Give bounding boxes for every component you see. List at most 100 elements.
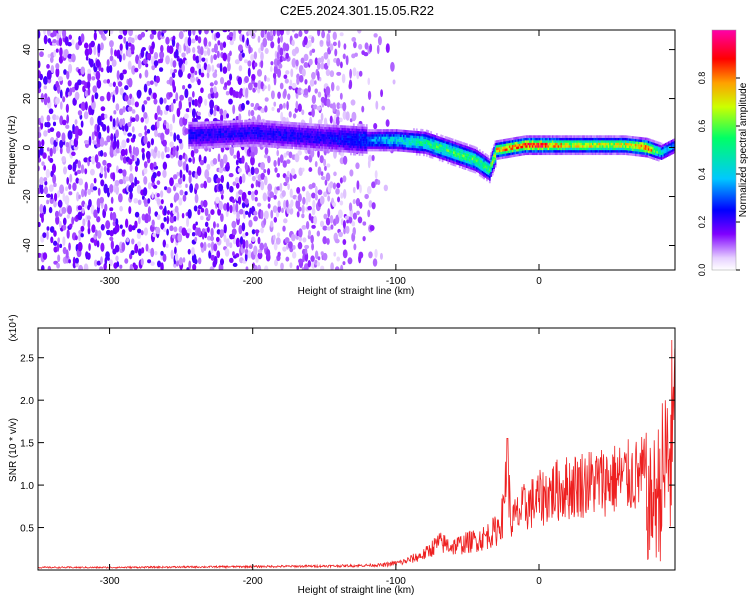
spectrum-cell — [277, 135, 279, 139]
spectrum-cell — [337, 127, 339, 131]
spectrum-cell — [226, 127, 229, 131]
spectrum-cell — [303, 30, 309, 35]
spectrum-cell — [393, 136, 395, 140]
spectrum-cell — [488, 175, 491, 179]
spectrum-cell — [178, 138, 183, 144]
spectrum-cell — [316, 105, 322, 111]
spectrum-cell — [258, 134, 261, 138]
spectrum-cell — [404, 129, 407, 133]
spectrum-cell — [217, 208, 222, 216]
spectrum-cell — [477, 153, 480, 156]
spectrum-cell — [351, 150, 354, 153]
spectrum-cell — [232, 134, 235, 138]
spectrum-cell — [287, 183, 290, 191]
spectrum-cell — [233, 30, 236, 39]
spectrum-cell — [38, 30, 41, 39]
spectrum-cell — [302, 139, 305, 143]
spectrum-cell — [434, 139, 437, 143]
spectrum-cell — [447, 144, 450, 147]
spectrum-cell — [200, 72, 205, 78]
spectrum-cell — [447, 159, 450, 162]
spectrum-cell — [195, 138, 198, 142]
spectrum-cell — [627, 150, 630, 153]
spectrum-cell — [69, 223, 73, 228]
spectrum-cell — [197, 209, 201, 216]
spectrum-cell — [152, 92, 157, 100]
spectrum-cell — [224, 125, 226, 129]
spectrum-cell — [340, 139, 342, 143]
spectrum-cell — [214, 135, 216, 139]
spectrum-cell — [319, 143, 322, 147]
spectrum-cell — [616, 145, 619, 148]
spectrum-cell — [498, 151, 501, 155]
spectrum-cell — [295, 122, 298, 125]
spectrum-cell — [345, 150, 348, 153]
spectrum-cell — [208, 121, 211, 124]
spectrum-cell — [311, 192, 316, 199]
spectrum-cell — [468, 151, 471, 155]
spectrum-cell — [301, 134, 304, 138]
spectrum-cell — [434, 137, 437, 141]
spectrum-cell — [526, 135, 528, 138]
spectrum-cell — [450, 155, 453, 158]
spectrum-cell — [257, 68, 263, 77]
spectrum-cell — [80, 225, 85, 232]
spectrum-cell — [234, 120, 236, 123]
spectrum-cell — [194, 134, 196, 137]
spectrum-cell — [569, 142, 571, 146]
spectrum-cell — [352, 123, 355, 127]
spectrum-cell — [418, 145, 421, 149]
spectrum-cell — [322, 252, 328, 261]
spectrum-cell — [332, 31, 337, 41]
spectrum-cell — [279, 145, 282, 149]
spectrum-cell — [287, 124, 289, 127]
spectrum-cell — [285, 199, 289, 208]
spectrum-cell — [214, 138, 216, 141]
spectrum-cell — [603, 147, 606, 151]
spectrum-cell — [219, 135, 222, 139]
spectrum-cell — [362, 235, 366, 242]
spectrum-cell — [335, 139, 338, 143]
spectrum-cell — [607, 140, 610, 143]
spectrum-cell — [86, 80, 91, 90]
spectrum-cell — [324, 165, 327, 171]
spectrum-cell — [287, 138, 289, 142]
spectrum-cell — [488, 170, 491, 174]
spectrum-cell — [332, 102, 336, 112]
spectrum-cell — [561, 142, 564, 146]
spectrum-cell — [623, 145, 626, 148]
spectrum-cell — [377, 136, 380, 140]
spectrum-cell — [308, 58, 313, 66]
spectrum-cell — [435, 150, 438, 153]
spectrum-cell — [115, 185, 120, 195]
spectrum-cell — [471, 162, 474, 166]
spectrum-cell — [272, 130, 275, 134]
spectrum-cell — [471, 152, 474, 156]
spectrum-cell — [151, 64, 156, 71]
spectrum-cell — [335, 188, 340, 195]
spectrum-cell — [619, 152, 621, 156]
spectrum-cell — [282, 160, 287, 168]
spectrum-cell — [151, 41, 155, 50]
spectrum-cell — [289, 124, 292, 127]
spectrum-cell — [209, 99, 215, 110]
spectrum-cell — [362, 138, 365, 142]
spectrum-cell — [351, 125, 354, 129]
spectrum-cell — [322, 141, 325, 144]
spectrum-cell — [140, 230, 144, 236]
spectrum-cell — [239, 176, 243, 185]
spectrum-cell — [206, 63, 211, 74]
spectrum-cell — [503, 143, 506, 147]
spectrum-cell — [593, 140, 596, 143]
spectrum-cell — [67, 80, 72, 87]
spectrum-cell — [352, 145, 355, 149]
spectrum-cell — [403, 142, 405, 145]
spectrum-cell — [207, 242, 212, 248]
spectrum-cell — [197, 227, 202, 237]
spectrum-cell — [248, 122, 251, 125]
spectrum-cell — [374, 134, 377, 137]
spectrum-cell — [340, 61, 343, 69]
spectrum-cell — [315, 148, 318, 151]
spectrum-cell — [57, 76, 63, 82]
spectrum-cell — [536, 145, 538, 148]
